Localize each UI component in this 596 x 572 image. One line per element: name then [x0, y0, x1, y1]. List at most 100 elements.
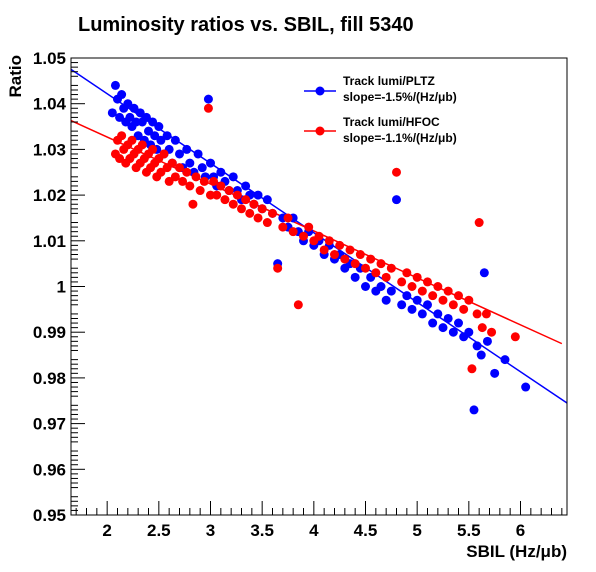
pltz-point: [228, 172, 238, 182]
pltz-point: [402, 291, 412, 301]
legend: Track lumi/PLTZ slope=-1.5%/(Hz/μb) Trac…: [304, 74, 457, 145]
hfoc-point: [203, 103, 213, 113]
hfoc-point: [232, 190, 242, 200]
hfoc-point: [412, 272, 422, 282]
hfoc-point: [148, 144, 158, 154]
hfoc-point: [423, 277, 432, 287]
hfoc-point: [386, 263, 396, 273]
pltz-point: [479, 268, 489, 278]
x-tick-label: 5.5: [457, 521, 481, 540]
hfoc-point: [288, 227, 298, 237]
pltz-point: [407, 304, 417, 314]
pltz-point: [135, 108, 145, 118]
legend-hfoc-name: Track lumi/HFOC: [343, 115, 440, 129]
pltz-point: [162, 131, 172, 141]
legend-entry-pltz: Track lumi/PLTZ slope=-1.5%/(Hz/μb): [304, 74, 457, 104]
pltz-point: [423, 300, 432, 310]
x-tick-label: 3.5: [250, 521, 274, 540]
pltz-point: [197, 163, 207, 173]
hfoc-point: [402, 268, 412, 278]
hfoc-point: [253, 213, 263, 223]
hfoc-point: [474, 218, 484, 228]
hfoc-point: [268, 208, 277, 218]
hfoc-point: [212, 190, 222, 200]
hfoc-point: [209, 176, 219, 186]
hfoc-point: [273, 263, 283, 273]
pltz-point: [193, 149, 203, 159]
pltz-point: [262, 195, 272, 205]
y-tick-label: 0.99: [33, 323, 66, 342]
pltz-point: [392, 195, 401, 205]
pltz-point: [412, 295, 422, 305]
pltz-point: [123, 99, 133, 109]
hfoc-point: [137, 140, 147, 150]
hfoc-point: [299, 231, 308, 241]
y-tick-label: 1: [57, 278, 66, 297]
pltz-point: [361, 282, 370, 291]
x-tick-label: 4.5: [354, 521, 378, 540]
hfoc-point: [335, 240, 345, 250]
pltz-point: [350, 272, 360, 282]
pltz-point: [115, 112, 125, 122]
hfoc-point: [464, 295, 474, 305]
pltz-point: [117, 90, 127, 100]
y-tick-label: 1.04: [33, 95, 67, 114]
hfoc-point: [159, 149, 169, 159]
plot-frame: [70, 57, 568, 516]
pltz-point: [443, 313, 453, 323]
hfoc-point: [366, 254, 376, 264]
hfoc-point: [345, 245, 355, 255]
hfoc-point: [397, 277, 407, 287]
hfoc-point: [448, 300, 458, 310]
pltz-point: [241, 181, 251, 191]
pltz-point: [253, 190, 263, 200]
hfoc-point: [175, 163, 184, 173]
hfoc-point: [206, 190, 215, 200]
hfoc-fit-line: [70, 119, 563, 345]
pltz-point: [175, 149, 184, 159]
y-tick-label: 0.97: [33, 415, 66, 434]
hfoc-point: [224, 186, 234, 196]
hfoc-point: [283, 213, 293, 223]
hfoc-point: [376, 259, 386, 269]
pltz-point: [482, 336, 492, 346]
pltz-point: [428, 318, 438, 328]
y-tick-label: 0.95: [33, 506, 66, 525]
pltz-point: [376, 282, 386, 291]
hfoc-point: [487, 327, 497, 337]
hfoc-point: [178, 176, 188, 186]
y-tick-label: 1.01: [33, 232, 66, 251]
pltz-point: [500, 355, 510, 365]
hfoc-point: [454, 291, 463, 301]
pltz-point: [490, 368, 500, 378]
hfoc-point: [182, 167, 192, 177]
hfoc-point: [228, 199, 238, 209]
hfoc-point: [428, 291, 438, 301]
hfoc-point: [127, 135, 137, 145]
hfoc-point: [330, 250, 339, 260]
hfoc-point: [167, 158, 177, 168]
chart-title: Luminosity ratios vs. SBIL, fill 5340: [78, 14, 414, 36]
pltz-point: [129, 103, 139, 113]
hfoc-point: [443, 286, 453, 296]
pltz-point: [454, 318, 463, 328]
x-tick-label: 2.5: [147, 521, 171, 540]
hfoc-point: [381, 272, 391, 282]
pltz-point: [469, 405, 479, 415]
hfoc-point: [371, 268, 381, 278]
pltz-point: [448, 327, 458, 337]
hfoc-point: [195, 186, 205, 196]
hfoc-point: [467, 364, 477, 374]
data-points: [107, 80, 531, 415]
hfoc-point: [220, 195, 230, 205]
pltz-point: [438, 323, 448, 333]
pltz-point: [521, 382, 531, 392]
pltz-point: [464, 327, 474, 337]
axes: 2 2.5 3 3.5 4 4.5 5 5.5 6 0.95 0.96 0.97 0.98 0.99 1 1.…: [33, 49, 563, 540]
hfoc-point: [278, 222, 288, 232]
pltz-point: [154, 122, 164, 132]
hfoc-point: [481, 309, 491, 319]
pltz-point: [206, 158, 215, 168]
hfoc-point: [314, 231, 324, 241]
